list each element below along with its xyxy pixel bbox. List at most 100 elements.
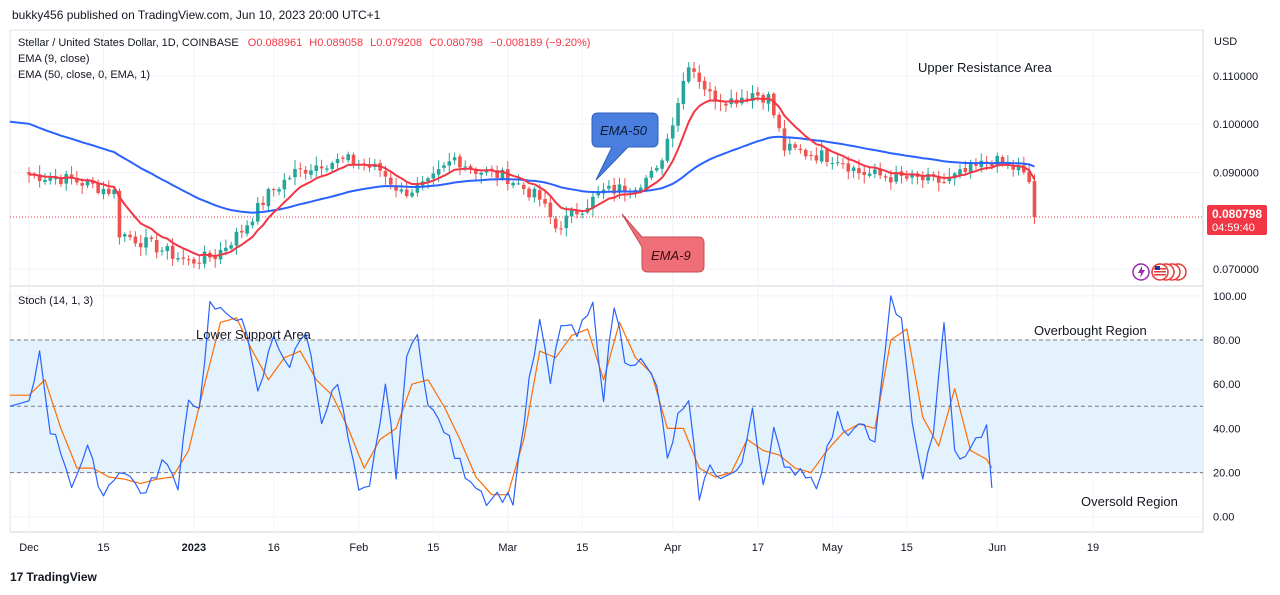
- currency-label: USD: [1214, 36, 1237, 48]
- candle: [229, 241, 233, 251]
- candle: [660, 158, 664, 175]
- candle: [803, 148, 808, 160]
- last-price-tag: 0.080798 04:59:40: [1207, 205, 1267, 235]
- candle: [649, 166, 654, 181]
- candle: [905, 170, 909, 182]
- candle: [543, 190, 547, 208]
- candle: [234, 227, 239, 255]
- footer: 17 TradingView: [0, 565, 1280, 595]
- candle: [64, 170, 69, 191]
- candle: [777, 112, 781, 133]
- candle: [442, 162, 446, 172]
- candle: [809, 150, 813, 161]
- candle: [431, 166, 436, 186]
- published-header: bukky456 published on TradingView.com, J…: [0, 0, 1280, 30]
- candle: [681, 72, 686, 110]
- stoch-legend[interactable]: Stoch (14, 1, 3): [18, 295, 94, 307]
- candle: [160, 246, 164, 256]
- ema9-legend[interactable]: EMA (9, close): [18, 53, 90, 65]
- candle: [713, 86, 718, 110]
- x-tick-label: 16: [268, 542, 280, 554]
- candle: [585, 199, 590, 214]
- price-tick-label: 0.070000: [1213, 264, 1259, 276]
- candle: [27, 167, 31, 183]
- candle: [851, 165, 856, 179]
- candle: [266, 187, 271, 212]
- candle: [511, 181, 515, 189]
- candle: [708, 82, 712, 100]
- candle: [564, 206, 569, 237]
- candle: [271, 187, 276, 197]
- candle: [138, 234, 143, 257]
- x-tick-label: May: [822, 542, 843, 554]
- candle: [261, 196, 265, 211]
- candle: [835, 153, 840, 166]
- us-flag-icon[interactable]: [1151, 263, 1169, 281]
- candle: [394, 177, 398, 198]
- stoch-band: [10, 339, 1203, 474]
- flag-icons[interactable]: [1132, 263, 1187, 281]
- candle: [287, 175, 292, 181]
- axes: USD Dec 15 2023 16 Feb 15 Mar 15 Apr 17 May 15 Jun 19…: [19, 36, 1259, 554]
- published-by-text: bukky456 published on TradingView.com, J…: [12, 8, 381, 22]
- candle: [48, 172, 53, 185]
- candle: [351, 152, 356, 169]
- candle: [181, 248, 186, 265]
- candle: [91, 177, 95, 189]
- x-tick-label: 19: [1087, 542, 1099, 554]
- stoch-tick-label: 60.00: [1213, 379, 1241, 391]
- ema9-callout-label: EMA-9: [651, 248, 691, 263]
- ohlc-change: −0.008189 (−9.20%): [490, 37, 591, 49]
- ema9-callout: EMA-9: [621, 213, 705, 273]
- candle: [878, 162, 882, 180]
- ohlc-low: L0.079208: [370, 37, 423, 49]
- candle: [825, 147, 829, 167]
- overbought-label: Overbought Region: [1034, 323, 1147, 338]
- ema50-legend[interactable]: EMA (50, close, 0, EMA, 1): [18, 69, 151, 81]
- candle: [176, 252, 180, 262]
- x-tick-label: 2023: [182, 542, 206, 554]
- candle: [750, 85, 755, 109]
- tradingview-brand: TradingView: [26, 570, 97, 584]
- candle: [1022, 156, 1026, 175]
- candle: [43, 173, 47, 185]
- candle: [122, 232, 127, 243]
- candle: [330, 161, 335, 173]
- stoch-tick-label: 0.00: [1213, 512, 1234, 524]
- candle: [702, 76, 707, 97]
- candle: [718, 93, 723, 112]
- candle: [665, 133, 670, 163]
- candle: [495, 165, 499, 187]
- ohlc-open: O0.088961: [247, 37, 303, 49]
- price-tick-label: 0.100000: [1213, 119, 1259, 131]
- candle: [670, 117, 675, 148]
- candle: [378, 159, 382, 177]
- candle: [293, 159, 297, 186]
- candle: [729, 89, 734, 108]
- tradingview-logo[interactable]: 17 TradingView: [10, 570, 97, 584]
- candle: [186, 255, 191, 266]
- ema-lines: [9, 97, 1036, 257]
- candle: [553, 216, 558, 233]
- x-tick-label: Mar: [498, 542, 517, 554]
- candle: [686, 62, 691, 84]
- candle: [787, 136, 792, 155]
- candle: [740, 89, 744, 106]
- stoch-tick-label: 100.00: [1213, 291, 1247, 303]
- candle: [458, 153, 462, 176]
- stoch-tick-label: 40.00: [1213, 423, 1241, 435]
- candle: [793, 141, 797, 151]
- candle: [841, 157, 845, 169]
- candle: [766, 91, 771, 112]
- price-tick-label: 0.110000: [1213, 71, 1258, 83]
- candle: [1032, 174, 1037, 224]
- candle: [772, 92, 776, 119]
- candle: [250, 217, 255, 229]
- candle: [452, 152, 457, 165]
- candle: [314, 156, 319, 178]
- candle: [697, 65, 702, 89]
- candle: [915, 171, 920, 185]
- candle: [692, 62, 696, 79]
- candle: [761, 92, 765, 110]
